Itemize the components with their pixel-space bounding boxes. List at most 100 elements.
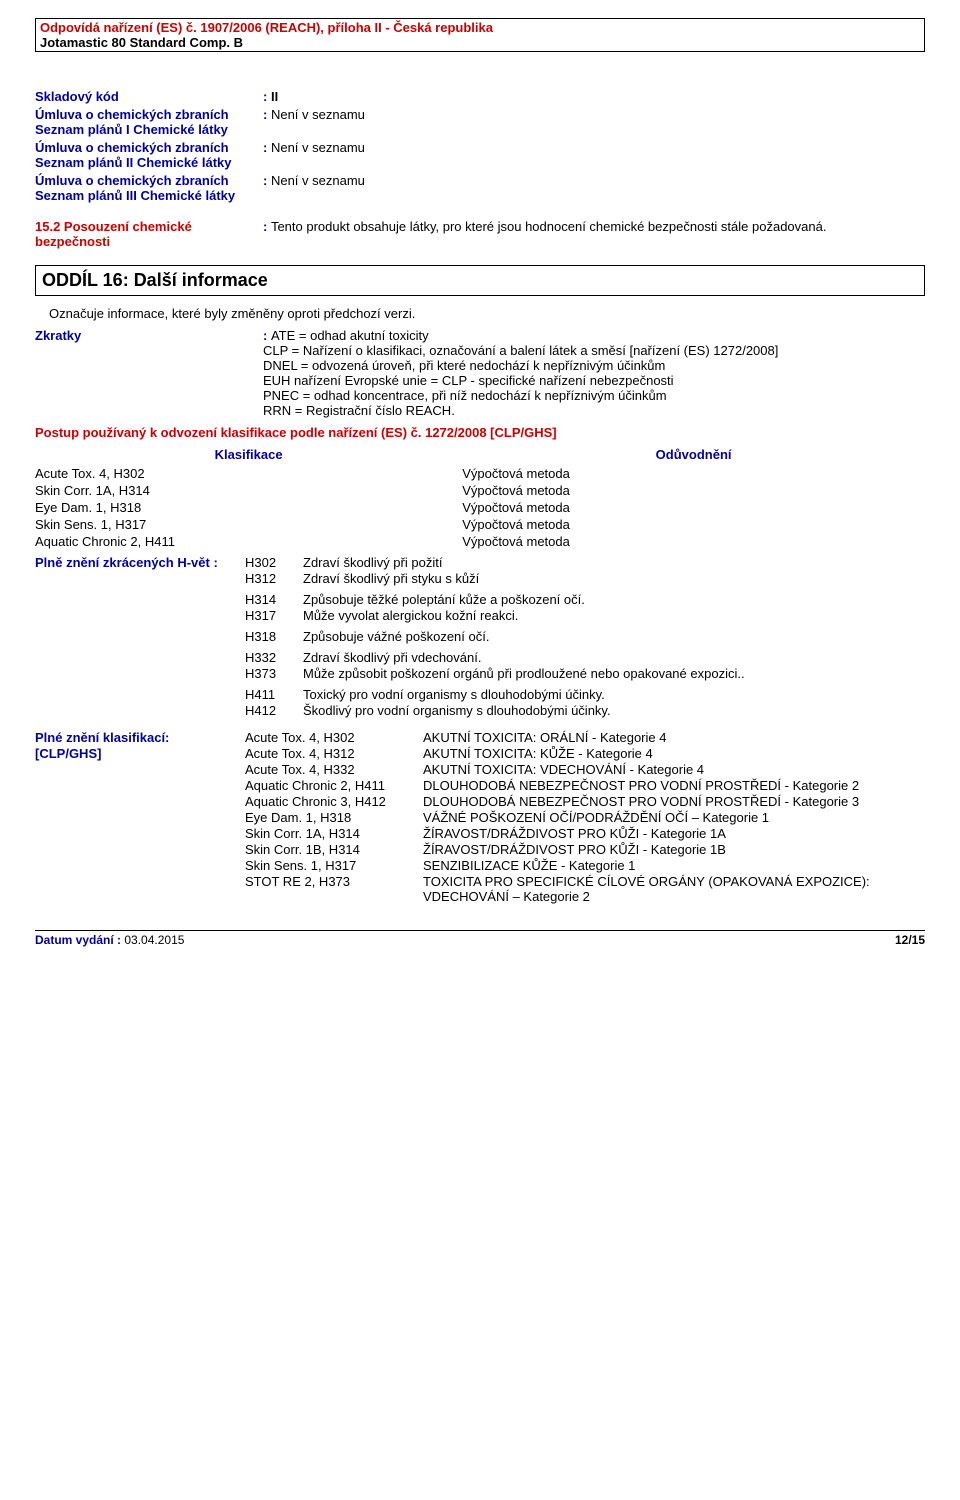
zkratky-rrn: RRN = Registrační číslo REACH.: [263, 403, 455, 418]
clp-block: Plné znění klasifikací:Acute Tox. 4, H30…: [35, 730, 925, 904]
clp-label: [35, 874, 245, 904]
clp-code: STOT RE 2, H373: [245, 874, 423, 904]
clp-text: AKUTNÍ TOXICITA: KŮŽE - Kategorie 4: [423, 746, 925, 761]
zkratky-label: Zkratky: [35, 328, 263, 418]
hvety-row: H411Toxický pro vodní organismy s dlouho…: [35, 687, 925, 702]
clp-code: Acute Tox. 4, H302: [245, 730, 423, 745]
postup-line: Postup používaný k odvození klasifikace …: [35, 425, 925, 440]
hvety-code: H312: [245, 571, 303, 586]
header-box: Odpovídá nařízení (ES) č. 1907/2006 (REA…: [35, 18, 925, 52]
clp-row: [CLP/GHS]Acute Tox. 4, H312AKUTNÍ TOXICI…: [35, 746, 925, 761]
clp-code: Skin Corr. 1B, H314: [245, 842, 423, 857]
hvety-text: Zdraví škodlivý při styku s kůží: [303, 571, 925, 586]
hvety-row: H412Škodlivý pro vodní organismy s dlouh…: [35, 703, 925, 718]
hvety-code: H302: [245, 555, 303, 570]
hvety-text: Způsobuje těžké poleptání kůže a poškoze…: [303, 592, 925, 607]
hvety-label: [35, 666, 245, 681]
field-value: Není v seznamu: [271, 107, 365, 122]
clp-row: STOT RE 2, H373TOXICITA PRO SPECIFICKÉ C…: [35, 874, 925, 904]
hvety-label: Plně znění zkrácených H-vět :: [35, 555, 245, 570]
clp-label: [35, 778, 245, 793]
field-label: Úmluva o chemických zbraních Seznam plán…: [35, 173, 263, 203]
hvety-code: H373: [245, 666, 303, 681]
clp-label: [35, 842, 245, 857]
table-row: Acute Tox. 4, H302Výpočtová metoda: [35, 465, 925, 482]
product-name: Jotamastic 80 Standard Comp. B: [40, 35, 920, 50]
classif-header-o: Odůvodnění: [462, 444, 925, 465]
hvety-code: H412: [245, 703, 303, 718]
hvety-row: Plně znění zkrácených H-vět :H302Zdraví …: [35, 555, 925, 570]
clp-row: Skin Corr. 1A, H314ŽÍRAVOST/DRÁŽDIVOST P…: [35, 826, 925, 841]
classif-k: Aquatic Chronic 2, H411: [35, 533, 462, 550]
field-skladovy-kod: Skladový kód : II: [35, 89, 925, 104]
classif-o: Výpočtová metoda: [462, 533, 925, 550]
clp-code: Acute Tox. 4, H312: [245, 746, 423, 761]
field-label: Úmluva o chemických zbraních Seznam plán…: [35, 140, 263, 170]
field-umluva1: Úmluva o chemických zbraních Seznam plán…: [35, 107, 925, 137]
field-value: Není v seznamu: [271, 173, 365, 188]
classif-k: Skin Corr. 1A, H314: [35, 482, 462, 499]
table-row: Aquatic Chronic 2, H411Výpočtová metoda: [35, 533, 925, 550]
section-16-title: ODDÍL 16: Další informace: [35, 265, 925, 296]
zkratky-dnel: DNEL = odvozená úroveň, při které nedoch…: [263, 358, 665, 373]
field-label: Skladový kód: [35, 89, 263, 104]
table-row: Eye Dam. 1, H318Výpočtová metoda: [35, 499, 925, 516]
hvety-code: H318: [245, 629, 303, 644]
classif-o: Výpočtová metoda: [462, 516, 925, 533]
hvety-code: H317: [245, 608, 303, 623]
hvety-row: H318Způsobuje vážné poškození očí.: [35, 629, 925, 644]
classif-o: Výpočtová metoda: [462, 499, 925, 516]
hvety-row: H314Způsobuje těžké poleptání kůže a poš…: [35, 592, 925, 607]
clp-code: Skin Sens. 1, H317: [245, 858, 423, 873]
clp-label: [CLP/GHS]: [35, 746, 245, 761]
clp-text: SENZIBILIZACE KŮŽE - Kategorie 1: [423, 858, 925, 873]
clp-text: DLOUHODOBÁ NEBEZPEČNOST PRO VODNÍ PROSTŘ…: [423, 778, 925, 793]
clp-row: Eye Dam. 1, H318VÁŽNÉ POŠKOZENÍ OČÍ/PODR…: [35, 810, 925, 825]
hvety-code: H332: [245, 650, 303, 665]
clp-text: VÁŽNÉ POŠKOZENÍ OČÍ/PODRÁŽDĚNÍ OČÍ – Kat…: [423, 810, 925, 825]
footer: Datum vydání : 03.04.2015 12/15: [35, 930, 925, 947]
field-value: Není v seznamu: [271, 140, 365, 155]
clp-label: [35, 810, 245, 825]
clp-row: Aquatic Chronic 2, H411DLOUHODOBÁ NEBEZP…: [35, 778, 925, 793]
clp-row: Skin Sens. 1, H317SENZIBILIZACE KŮŽE - K…: [35, 858, 925, 873]
regulation-line: Odpovídá nařízení (ES) č. 1907/2006 (REA…: [40, 20, 920, 35]
field-umluva2: Úmluva o chemických zbraních Seznam plán…: [35, 140, 925, 170]
clp-text: DLOUHODOBÁ NEBEZPEČNOST PRO VODNÍ PROSTŘ…: [423, 794, 925, 809]
hvety-text: Může vyvolat alergickou kožní reakci.: [303, 608, 925, 623]
hvety-text: Způsobuje vážné poškození očí.: [303, 629, 925, 644]
zkratky-pnec: PNEC = odhad koncentrace, při níž nedoch…: [263, 388, 667, 403]
hvety-text: Může způsobit poškození orgánů při prodl…: [303, 666, 925, 681]
footer-date-label: Datum vydání :: [35, 933, 121, 947]
hvety-text: Škodlivý pro vodní organismy s dlouhodob…: [303, 703, 925, 718]
hvety-text: Zdraví škodlivý při požití: [303, 555, 925, 570]
field-label: Úmluva o chemických zbraních Seznam plán…: [35, 107, 263, 137]
footer-page: 12/15: [895, 933, 925, 947]
clp-label: [35, 762, 245, 777]
classif-k: Eye Dam. 1, H318: [35, 499, 462, 516]
zkratky-clp: CLP = Nařízení o klasifikaci, označování…: [263, 343, 778, 358]
hvety-text: Toxický pro vodní organismy s dlouhodobý…: [303, 687, 925, 702]
oznacuje-line: Označuje informace, které byly změněny o…: [49, 306, 925, 321]
hvety-label: [35, 629, 245, 644]
clp-text: AKUTNÍ TOXICITA: ORÁLNÍ - Kategorie 4: [423, 730, 925, 745]
hvety-label: [35, 608, 245, 623]
hvety-text: Zdraví škodlivý při vdechování.: [303, 650, 925, 665]
hvety-label: [35, 571, 245, 586]
clp-label: [35, 826, 245, 841]
zkratky-ate: ATE = odhad akutní toxicity: [271, 328, 429, 343]
clp-row: Aquatic Chronic 3, H412DLOUHODOBÁ NEBEZP…: [35, 794, 925, 809]
clp-row: Skin Corr. 1B, H314ŽÍRAVOST/DRÁŽDIVOST P…: [35, 842, 925, 857]
hvety-label: [35, 650, 245, 665]
hvety-code: H314: [245, 592, 303, 607]
field-umluva3: Úmluva o chemických zbraních Seznam plán…: [35, 173, 925, 203]
zkratky-euh: EUH nařízení Evropské unie = CLP - speci…: [263, 373, 674, 388]
classif-o: Výpočtová metoda: [462, 465, 925, 482]
classif-header-k: Klasifikace: [35, 444, 462, 465]
clp-row: Acute Tox. 4, H332AKUTNÍ TOXICITA: VDECH…: [35, 762, 925, 777]
table-row: Skin Sens. 1, H317Výpočtová metoda: [35, 516, 925, 533]
clp-label: [35, 858, 245, 873]
field-label: 15.2 Posouzení chemické bezpečnosti: [35, 219, 263, 249]
clp-code: Aquatic Chronic 3, H412: [245, 794, 423, 809]
hvety-row: H332Zdraví škodlivý při vdechování.: [35, 650, 925, 665]
